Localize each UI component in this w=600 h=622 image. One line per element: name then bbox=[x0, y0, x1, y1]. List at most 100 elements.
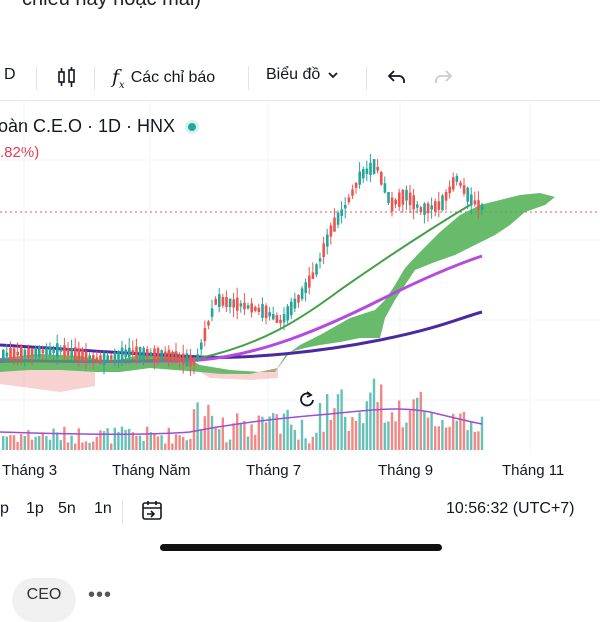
symbol-legend[interactable]: oàn C.E.O · 1D · HNX bbox=[0, 116, 200, 137]
volume-bar bbox=[394, 421, 397, 450]
more-icon[interactable]: ••• bbox=[88, 584, 113, 606]
candle-body bbox=[38, 346, 41, 358]
candle-body bbox=[128, 347, 131, 358]
volume-bar bbox=[189, 439, 192, 450]
candle-body bbox=[441, 195, 444, 211]
volume-bar bbox=[336, 394, 340, 450]
volume-bar bbox=[293, 429, 296, 450]
candles-icon[interactable] bbox=[56, 66, 78, 88]
timeframe-button[interactable]: 1p bbox=[26, 500, 44, 517]
candle-body bbox=[387, 192, 390, 204]
candle-body bbox=[290, 301, 293, 316]
candle-body bbox=[182, 353, 185, 365]
volume-bar bbox=[218, 429, 221, 450]
undo-icon[interactable] bbox=[386, 66, 408, 88]
volume-bar bbox=[405, 422, 408, 450]
candle-body bbox=[308, 275, 311, 288]
toolbar-divider bbox=[36, 66, 37, 90]
candle-body bbox=[138, 347, 142, 359]
volume-bar bbox=[419, 391, 422, 450]
xaxis-label: Tháng Năm bbox=[112, 462, 191, 479]
volume-bar bbox=[333, 408, 336, 450]
volume-bar bbox=[261, 416, 264, 450]
clock-timezone[interactable]: 10:56:32 (UTC+7) bbox=[446, 500, 575, 517]
live-dot-icon bbox=[185, 119, 200, 134]
candle-body bbox=[45, 347, 48, 355]
candle-body bbox=[419, 207, 423, 213]
volume-bar bbox=[347, 430, 350, 450]
candle-body bbox=[264, 305, 268, 319]
interval-label: D bbox=[4, 66, 16, 83]
volume-bar bbox=[246, 436, 250, 450]
candle-body bbox=[477, 200, 480, 210]
volume-series bbox=[2, 378, 484, 450]
candle-body bbox=[218, 294, 221, 307]
candle-body bbox=[30, 348, 34, 357]
candle-body bbox=[380, 172, 383, 185]
volume-bar bbox=[250, 424, 253, 450]
candle-body bbox=[142, 347, 145, 359]
redo-icon[interactable] bbox=[432, 66, 454, 88]
candle-body bbox=[167, 349, 171, 362]
candle-body bbox=[398, 192, 401, 207]
volume-bar bbox=[52, 428, 55, 450]
timeframe-button[interactable]: 1n bbox=[94, 500, 112, 517]
candle-body bbox=[66, 348, 70, 356]
volume-bar bbox=[110, 443, 113, 450]
ceo-tag-chip[interactable]: CEO bbox=[12, 578, 76, 622]
candle-body bbox=[340, 209, 343, 216]
volume-bar bbox=[372, 378, 376, 450]
candle-body bbox=[315, 264, 318, 275]
candle-body bbox=[434, 201, 437, 212]
function-icon: fx bbox=[112, 66, 125, 91]
candle-body bbox=[394, 199, 397, 205]
candle-body bbox=[120, 347, 124, 362]
indicators-button[interactable]: fx Các chỉ báo bbox=[112, 66, 215, 91]
candle-body bbox=[27, 347, 30, 358]
volume-bar bbox=[401, 427, 404, 450]
volume-bar bbox=[56, 432, 59, 450]
volume-bar bbox=[362, 423, 365, 450]
candle-body bbox=[423, 203, 426, 215]
candle-body bbox=[106, 355, 109, 362]
timeframe-button[interactable]: p bbox=[0, 500, 9, 517]
interval-button[interactable]: D bbox=[4, 66, 16, 84]
volume-bar bbox=[387, 421, 390, 450]
reset-icon[interactable] bbox=[296, 388, 318, 410]
candle-body bbox=[124, 349, 127, 358]
candle-body bbox=[383, 183, 387, 193]
volume-bar bbox=[106, 428, 109, 450]
price-chart[interactable] bbox=[0, 100, 600, 460]
volume-bar bbox=[322, 431, 325, 450]
volume-bar bbox=[416, 397, 419, 450]
volume-bar bbox=[23, 435, 26, 450]
candle-body bbox=[153, 348, 156, 361]
candle-body bbox=[426, 203, 430, 214]
volume-bar bbox=[2, 436, 5, 450]
candle-body bbox=[333, 217, 336, 232]
candle-body bbox=[322, 243, 325, 258]
candle-body bbox=[326, 234, 329, 247]
candle-body bbox=[232, 299, 235, 308]
candle-body bbox=[473, 200, 477, 205]
candle-body bbox=[9, 348, 12, 361]
volume-bar bbox=[455, 420, 458, 450]
candle-body bbox=[369, 162, 372, 175]
candle-body bbox=[164, 351, 167, 360]
volume-bar bbox=[70, 435, 73, 450]
chart-type-button[interactable]: Biểu đồ bbox=[266, 66, 340, 84]
timeframe-button[interactable]: 5n bbox=[58, 500, 76, 517]
calendar-jump-icon[interactable] bbox=[140, 498, 164, 527]
candle-body bbox=[102, 353, 106, 366]
volume-bar bbox=[243, 420, 246, 450]
candle-body bbox=[390, 197, 394, 212]
volume-bar bbox=[264, 422, 268, 450]
volume-bar bbox=[5, 436, 8, 450]
candle-body bbox=[99, 355, 102, 365]
candle-body bbox=[430, 205, 433, 210]
candle-body bbox=[77, 348, 81, 361]
candle-body bbox=[344, 204, 347, 209]
volume-bar bbox=[117, 432, 120, 450]
candle-body bbox=[362, 168, 365, 179]
volume-bar bbox=[390, 412, 394, 450]
